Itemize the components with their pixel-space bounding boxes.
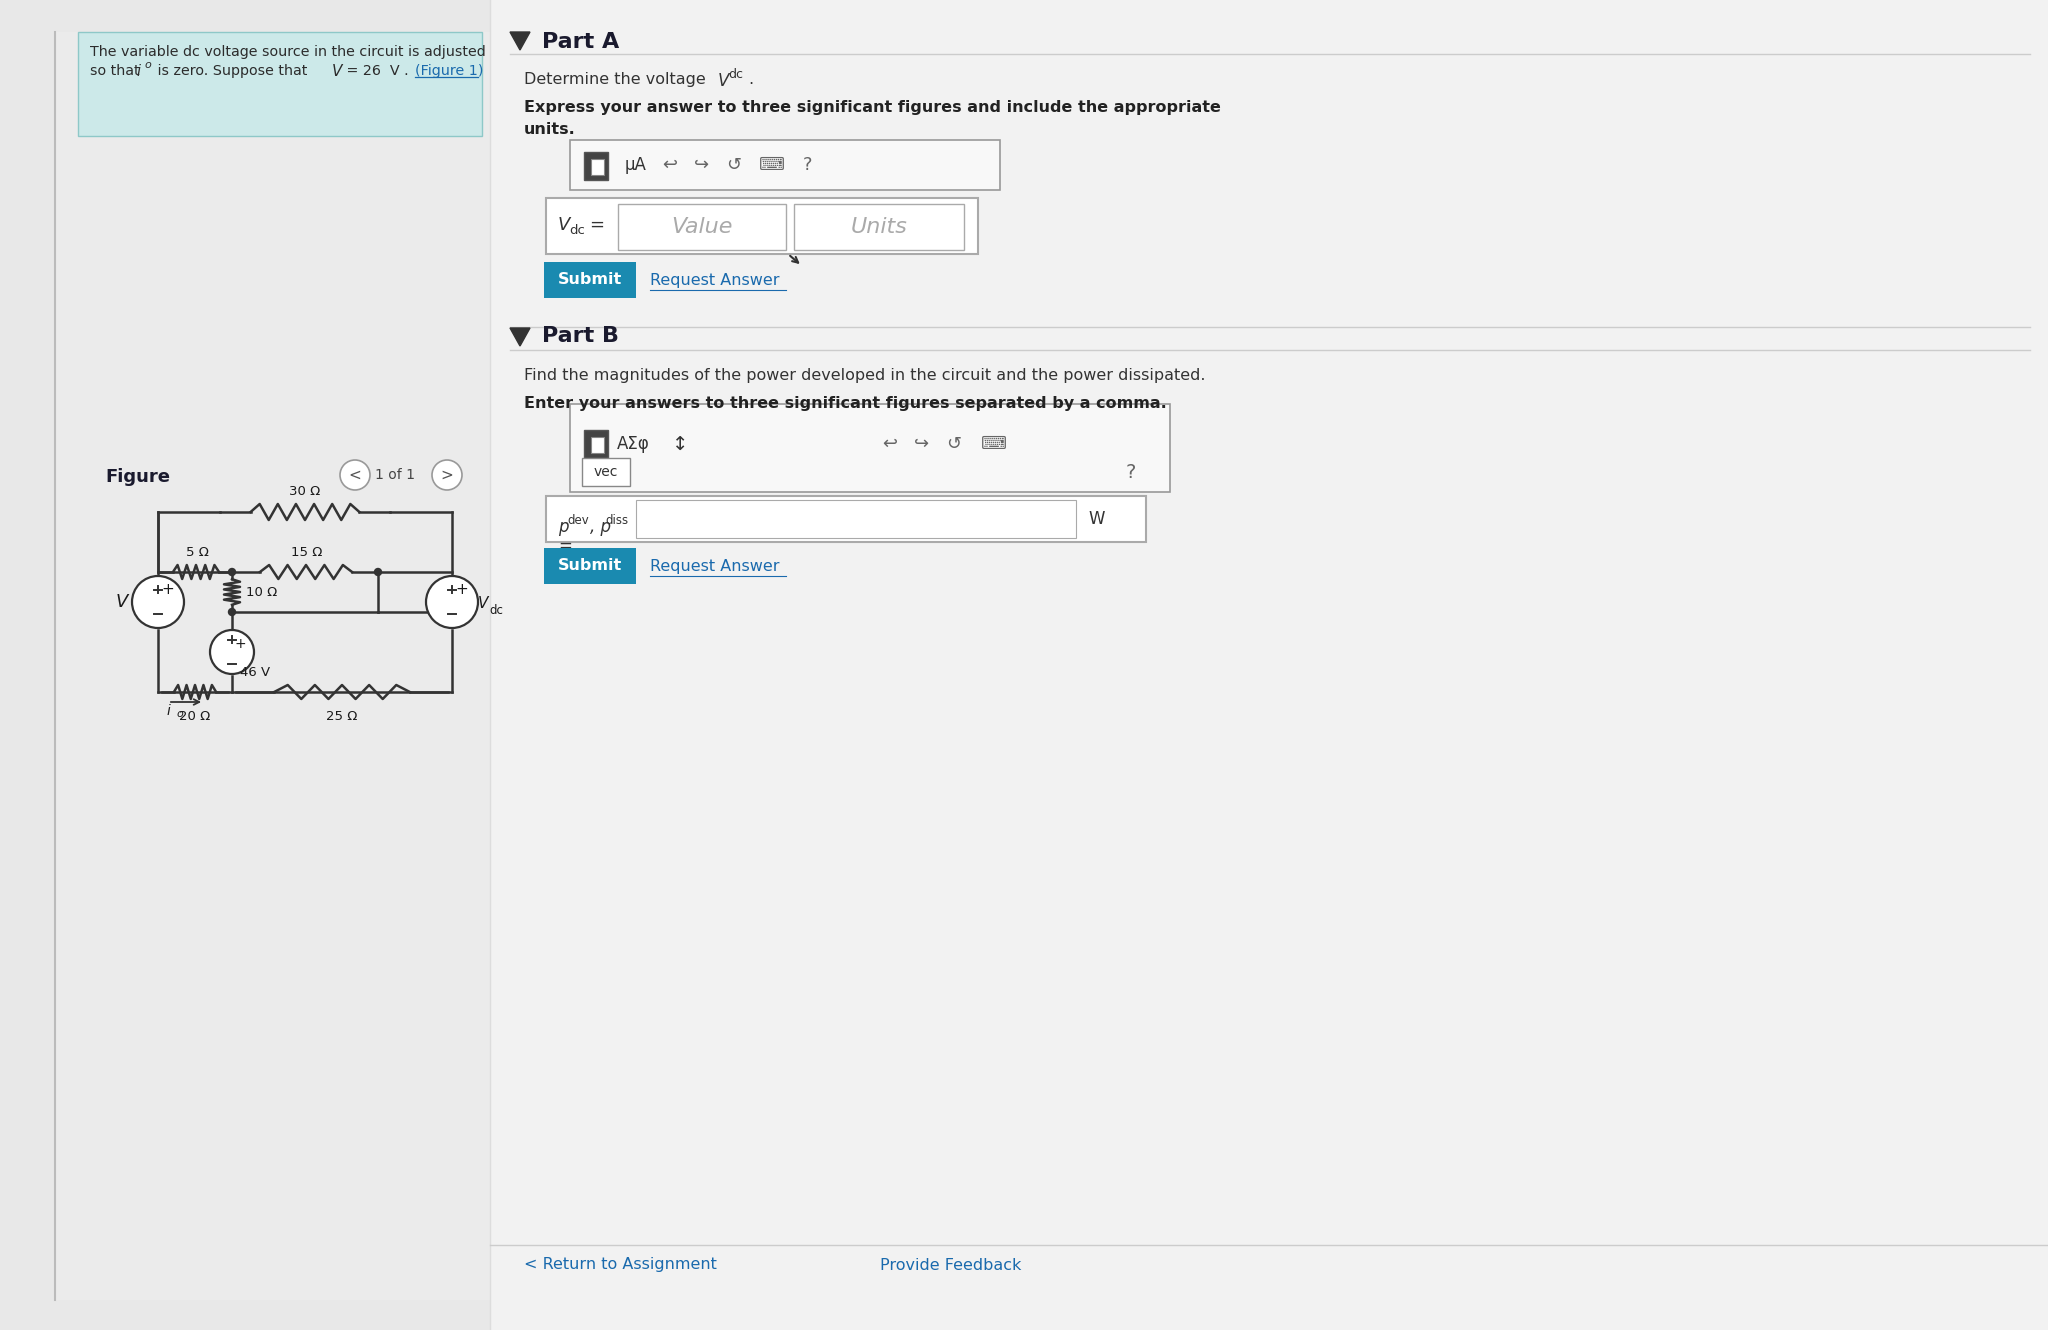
Text: .: . xyxy=(748,72,754,86)
Text: (Figure 1): (Figure 1) xyxy=(416,64,483,78)
Bar xyxy=(55,32,489,1299)
Text: dev: dev xyxy=(567,513,588,527)
Text: Figure: Figure xyxy=(104,468,170,485)
Bar xyxy=(569,140,999,190)
Text: dc: dc xyxy=(727,68,743,81)
Text: AΣφ: AΣφ xyxy=(616,435,649,454)
Text: so that: so that xyxy=(90,64,143,78)
Bar xyxy=(592,438,604,454)
Text: is zero. Suppose that: is zero. Suppose that xyxy=(154,64,311,78)
Text: o: o xyxy=(176,709,182,720)
Text: ↩: ↩ xyxy=(883,435,897,454)
Text: μA: μA xyxy=(625,156,647,174)
Text: 20 Ω: 20 Ω xyxy=(180,710,211,724)
Text: >: > xyxy=(440,468,453,483)
Text: i: i xyxy=(168,704,170,718)
Text: Find the magnitudes of the power developed in the circuit and the power dissipat: Find the magnitudes of the power develop… xyxy=(524,368,1206,383)
Text: Enter your answers to three significant figures separated by a comma.: Enter your answers to three significant … xyxy=(524,396,1167,411)
Text: Units: Units xyxy=(850,217,907,237)
Polygon shape xyxy=(510,329,530,346)
Text: 1 of 1: 1 of 1 xyxy=(375,468,416,481)
Text: Part A: Part A xyxy=(543,32,618,52)
Text: < Return to Assignment: < Return to Assignment xyxy=(524,1257,717,1273)
Text: +: + xyxy=(233,637,246,650)
Text: dc: dc xyxy=(489,604,504,617)
Bar xyxy=(618,203,786,250)
Text: 30 Ω: 30 Ω xyxy=(289,485,322,497)
Text: ↪: ↪ xyxy=(694,156,709,174)
Text: V: V xyxy=(115,593,127,610)
Text: ⌨: ⌨ xyxy=(981,435,1008,454)
Text: V: V xyxy=(477,596,487,612)
Text: Submit: Submit xyxy=(557,273,623,287)
Text: W: W xyxy=(1087,509,1104,528)
Text: Part B: Part B xyxy=(543,326,618,346)
Text: i: i xyxy=(135,64,139,78)
Text: Value: Value xyxy=(672,217,733,237)
Circle shape xyxy=(229,609,236,616)
Text: diss: diss xyxy=(604,513,629,527)
Polygon shape xyxy=(510,32,530,51)
Text: 10 Ω: 10 Ω xyxy=(246,585,276,598)
Text: o: o xyxy=(143,60,152,70)
Text: +: + xyxy=(455,583,469,597)
Text: +: + xyxy=(162,583,174,597)
Text: 5 Ω: 5 Ω xyxy=(186,547,209,559)
Bar xyxy=(592,160,604,176)
Circle shape xyxy=(426,576,477,628)
Bar xyxy=(569,404,1169,492)
Circle shape xyxy=(432,460,463,489)
FancyBboxPatch shape xyxy=(582,458,631,485)
Text: ↕: ↕ xyxy=(672,435,688,454)
Text: 15 Ω: 15 Ω xyxy=(291,547,324,559)
Bar xyxy=(78,32,481,136)
Bar xyxy=(547,496,1147,543)
Text: dc: dc xyxy=(569,223,586,237)
Text: Request Answer: Request Answer xyxy=(649,559,780,573)
Text: The variable dc voltage source in the circuit is adjusted: The variable dc voltage source in the ci… xyxy=(90,45,485,59)
Text: V: V xyxy=(719,72,729,90)
Circle shape xyxy=(340,460,371,489)
Bar xyxy=(584,152,608,180)
Text: ?: ? xyxy=(803,156,813,174)
Text: V: V xyxy=(557,215,571,234)
Text: p: p xyxy=(557,517,569,536)
Text: ↪: ↪ xyxy=(915,435,930,454)
Circle shape xyxy=(229,568,236,576)
Text: ⌨: ⌨ xyxy=(760,156,784,174)
Circle shape xyxy=(375,568,381,576)
Text: Submit: Submit xyxy=(557,559,623,573)
Text: Express your answer to three significant figures and include the appropriate: Express your answer to three significant… xyxy=(524,100,1221,114)
Circle shape xyxy=(211,630,254,674)
Text: ↩: ↩ xyxy=(662,156,678,174)
Bar xyxy=(584,430,608,458)
Text: ↺: ↺ xyxy=(946,435,963,454)
FancyBboxPatch shape xyxy=(545,262,637,298)
Circle shape xyxy=(131,576,184,628)
Bar xyxy=(637,500,1075,539)
Text: , p: , p xyxy=(590,517,610,536)
Bar xyxy=(795,203,965,250)
Text: ↺: ↺ xyxy=(727,156,741,174)
FancyBboxPatch shape xyxy=(545,548,637,584)
Text: 25 Ω: 25 Ω xyxy=(326,710,358,724)
Text: units.: units. xyxy=(524,122,575,137)
Text: <: < xyxy=(348,468,360,483)
Text: = 26  V .: = 26 V . xyxy=(342,64,414,78)
Text: Request Answer: Request Answer xyxy=(649,273,780,287)
Text: ?: ? xyxy=(1126,463,1137,481)
Text: vec: vec xyxy=(594,465,618,479)
Bar xyxy=(547,198,979,254)
Text: Provide Feedback: Provide Feedback xyxy=(881,1257,1022,1273)
Bar xyxy=(489,0,2048,1330)
Text: =: = xyxy=(557,537,571,555)
Text: V: V xyxy=(332,64,342,78)
Text: 46 V: 46 V xyxy=(240,666,270,680)
Text: Determine the voltage: Determine the voltage xyxy=(524,72,711,86)
Text: =: = xyxy=(590,215,604,234)
